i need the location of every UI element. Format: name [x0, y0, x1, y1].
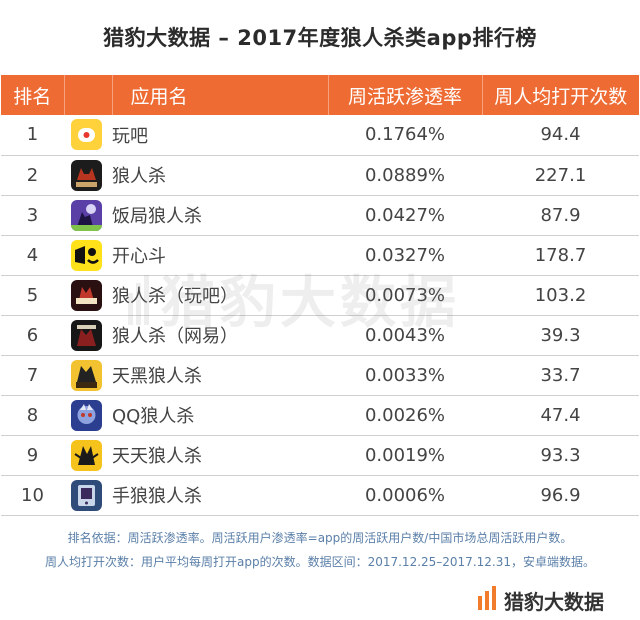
langrensha-wanba-icon	[71, 279, 102, 311]
penetration-cell: 0.0889%	[364, 164, 446, 186]
langrensha-netease-icon	[71, 319, 102, 351]
penetration-cell: 0.0019%	[364, 444, 446, 466]
table-row: 3 饭局狼人杀 0.0427% 87.9	[1, 195, 639, 235]
penetration-cell: 0.0073%	[364, 284, 446, 306]
langrensha-icon	[71, 159, 102, 191]
opens-cell: 33.7	[540, 364, 581, 386]
rank-cell: 5	[26, 284, 39, 306]
table-row: 7 天黑狼人杀 0.0033% 33.7	[1, 355, 639, 395]
app-name-cell: 饭局狼人杀	[112, 206, 202, 227]
table-row: 10 手狼狼人杀 0.0006% 96.9	[1, 475, 639, 515]
footnote-data-range: 周人均打开次数：用户平均每周打开app的次数。数据区间：2017.12.25–2…	[44, 555, 595, 569]
rank-cell: 3	[26, 204, 39, 226]
qq-wolf-icon	[71, 399, 102, 431]
rank-cell: 10	[21, 484, 44, 506]
rank-cell: 8	[26, 404, 39, 426]
app-name-cell: 狼人杀	[112, 166, 166, 187]
brand-name: 猎豹大数据	[504, 590, 604, 614]
rank-cell: 2	[26, 164, 39, 186]
kaixindou-icon	[71, 239, 102, 271]
wanba-icon	[71, 119, 102, 151]
penetration-cell: 0.0043%	[364, 324, 446, 346]
rank-cell: 4	[26, 244, 39, 266]
opens-cell: 94.4	[540, 124, 581, 146]
fanju-wolf-icon	[71, 199, 102, 231]
header-opens: 周人均打开次数	[494, 85, 628, 108]
app-name-cell: 开心斗	[112, 246, 166, 267]
ranking-table: 排名 应用名 周活跃渗透率 周人均打开次数 1 玩吧 0.1764% 94.4 …	[1, 75, 639, 516]
table-row: 2 狼人杀 0.0889% 227.1	[1, 155, 639, 195]
table-row: 8 QQ狼人杀 0.0026% 47.4	[1, 395, 639, 435]
penetration-cell: 0.0026%	[364, 404, 446, 426]
header-penetration: 周活跃渗透率	[328, 75, 483, 115]
penetration-cell: 0.0327%	[364, 244, 446, 266]
table-row: 9 天天狼人杀 0.0019% 93.3	[1, 435, 639, 475]
opens-cell: 47.4	[540, 404, 581, 426]
footnote-ranking-basis: 排名依据：周活跃渗透率。周活跃用户渗透率=app的周活跃用户数/中国市场总周活跃…	[67, 531, 573, 545]
tiantian-icon	[71, 439, 102, 471]
penetration-cell: 0.1764%	[364, 124, 446, 146]
header-icon-spacer	[64, 75, 113, 115]
table-header-row: 排名 应用名 周活跃渗透率 周人均打开次数	[1, 75, 639, 115]
opens-cell: 93.3	[540, 444, 581, 466]
penetration-cell: 0.0427%	[364, 204, 446, 226]
rank-cell: 6	[26, 324, 39, 346]
app-name-cell: 天黑狼人杀	[112, 366, 202, 387]
tianhei-icon	[71, 359, 102, 391]
brand-logo: 猎豹大数据	[478, 586, 638, 614]
cheetah-data-bars-icon	[478, 586, 498, 615]
opens-cell: 103.2	[534, 284, 587, 306]
app-name-cell: 玩吧	[112, 125, 148, 147]
table-row: 1 玩吧 0.1764% 94.4	[1, 115, 639, 155]
rank-cell: 9	[26, 444, 39, 466]
app-name-cell: 狼人杀（玩吧）	[112, 286, 238, 307]
header-rank: 排名	[1, 75, 65, 115]
app-name-cell: 手狼狼人杀	[112, 486, 202, 507]
opens-cell: 227.1	[534, 164, 587, 186]
table-row: 4 开心斗 0.0327% 178.7	[1, 235, 639, 275]
rank-cell: 7	[26, 364, 39, 386]
penetration-cell: 0.0033%	[364, 364, 446, 386]
opens-cell: 178.7	[534, 244, 587, 266]
page-title: 猎豹大数据 – 2017年度狼人杀类app排行榜	[103, 26, 537, 50]
header-app-name: 应用名	[112, 75, 329, 115]
app-name-cell: 天天狼人杀	[112, 446, 202, 467]
opens-cell: 87.9	[540, 204, 581, 226]
table-row: 6 狼人杀（网易） 0.0043% 39.3	[1, 315, 639, 355]
opens-cell: 96.9	[540, 484, 581, 506]
app-name-cell: 狼人杀（网易）	[112, 326, 238, 347]
app-name-cell: QQ狼人杀	[112, 406, 195, 427]
opens-cell: 39.3	[540, 324, 581, 346]
penetration-cell: 0.0006%	[364, 484, 446, 506]
rank-cell: 1	[26, 124, 39, 146]
shoulang-icon	[71, 479, 102, 511]
table-row: 5 狼人杀（玩吧） 0.0073% 103.2	[1, 275, 639, 315]
